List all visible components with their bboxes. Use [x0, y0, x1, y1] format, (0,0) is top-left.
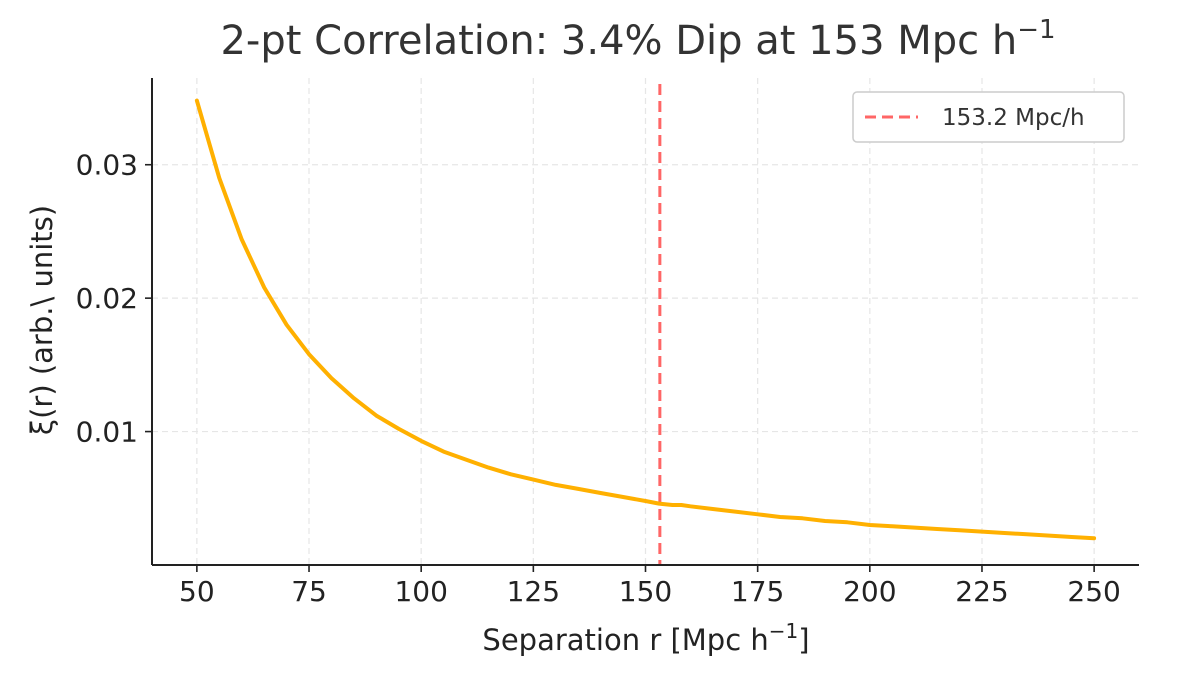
legend-label: 153.2 Mpc/h — [942, 105, 1085, 131]
y-tick-label: 0.03 — [76, 149, 138, 182]
x-tick-label: 150 — [619, 575, 672, 608]
x-tick-label: 200 — [843, 575, 896, 608]
series-layer — [194, 98, 1097, 541]
ticks-layer: 50 75 100 125 150 175 200 225 250 0.01 0.02 0.03 — [76, 149, 1121, 608]
x-tick-label: 175 — [731, 575, 784, 608]
x-tick-label: 250 — [1067, 575, 1120, 608]
x-axis-label: Separation r [Mpc h−1] — [482, 619, 809, 657]
x-tick-label: 225 — [955, 575, 1008, 608]
y-tick-label: 0.02 — [76, 282, 138, 315]
x-tick-label: 100 — [394, 575, 447, 608]
x-tick-label: 75 — [291, 575, 327, 608]
x-tick-label: 125 — [507, 575, 560, 608]
legend: 153.2 Mpc/h — [852, 91, 1125, 143]
x-tick-label: 50 — [179, 575, 215, 608]
y-axis-label: ξ(r) (arb.\ units) — [25, 205, 59, 435]
chart-title: 2-pt Correlation: 3.4% Dip at 153 Mpc h−… — [220, 15, 1055, 64]
y-tick-label: 0.01 — [76, 416, 138, 449]
grid-layer — [152, 78, 1139, 565]
series-line — [194, 98, 1097, 541]
legend-box — [852, 91, 1125, 143]
